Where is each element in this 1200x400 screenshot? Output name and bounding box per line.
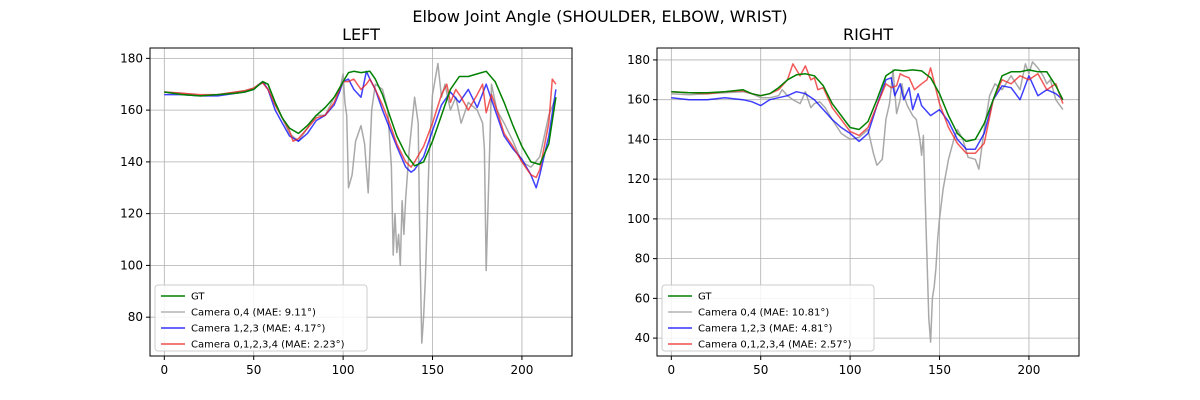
right-xtick-label-3: 150 [928,363,951,377]
left-xtick-label-2: 100 [332,363,355,377]
right-xticks: 0 50 100 150 200 [667,356,1040,377]
figure-title: Elbow Joint Angle (SHOULDER, ELBOW, WRIS… [412,7,787,26]
left-panel: 0 50 100 150 200 80 100 120 140 160 180 LEFT GT Ca… [120,25,573,377]
right-legend-box [661,284,875,352]
right-ytick-label-5: 140 [627,132,650,146]
left-ytick-label-0: 80 [128,310,143,324]
left-series-line-1 [164,62,557,344]
left-lines [164,62,557,344]
right-legend-label-2: Camera 1,2,3 (MAE: 4.81°) [698,324,833,335]
left-legend-label-2: Camera 1,2,3 (MAE: 4.17°) [191,324,326,335]
left-xtick-label-3: 150 [421,363,444,377]
left-xtick-label-1: 50 [246,363,261,377]
left-xticks: 0 50 100 150 200 [160,356,533,377]
right-series-line-2 [671,75,1064,151]
right-xtick-label-1: 50 [753,363,768,377]
right-axes-frame [656,47,1080,357]
left-legend-box [154,284,368,352]
right-ytick-label-2: 80 [635,252,650,266]
right-legend-label-1: Camera 0,4 (MAE: 10.81°) [698,308,829,319]
right-xtick-label-0: 0 [667,363,675,377]
right-legend-label-3: Camera 0,1,2,3,4 (MAE: 2.57°) [698,340,852,351]
right-legend-label-0: GT [698,292,712,303]
left-legend-label-0: GT [191,292,205,303]
left-xtick-label-0: 0 [160,363,168,377]
right-ytick-label-0: 40 [635,331,650,345]
right-panel: 0 50 100 150 200 40 60 80 100 120 140 160 180 RIGHT… [627,25,1080,377]
right-series-line-1 [671,61,1064,343]
right-yticks: 40 60 80 100 120 140 160 180 [627,53,657,345]
left-ytick-label-4: 160 [120,103,143,117]
right-legend: GT Camera 0,4 (MAE: 10.81°) Camera 1,2,3 (… [661,284,875,352]
right-ytick-label-7: 180 [627,53,650,67]
right-xtick-label-2: 100 [839,363,862,377]
left-ytick-label-5: 180 [120,51,143,65]
left-legend: GT Camera 0,4 (MAE: 9.11°) Camera 1,2,3 (M… [154,284,368,352]
left-title: LEFT [342,25,380,44]
left-axes-frame [149,47,573,357]
left-yticks: 80 100 120 140 160 180 [120,51,150,324]
right-xtick-label-4: 200 [1017,363,1040,377]
left-legend-label-3: Camera 0,1,2,3,4 (MAE: 2.23°) [191,340,345,351]
right-title: RIGHT [843,25,893,44]
left-xtick-label-4: 200 [510,363,533,377]
right-ytick-label-6: 160 [627,93,650,107]
left-ytick-label-3: 140 [120,155,143,169]
left-series-line-0 [164,70,557,167]
left-legend-label-1: Camera 0,4 (MAE: 9.11°) [191,308,316,319]
right-ytick-label-1: 60 [635,291,650,305]
right-ytick-label-4: 120 [627,172,650,186]
left-series-line-3 [164,78,557,179]
right-series-line-0 [671,69,1064,143]
right-lines [671,61,1064,343]
left-ytick-label-1: 100 [120,258,143,272]
right-ytick-label-3: 100 [627,212,650,226]
right-series-line-3 [671,63,1064,155]
left-ytick-label-2: 120 [120,207,143,221]
